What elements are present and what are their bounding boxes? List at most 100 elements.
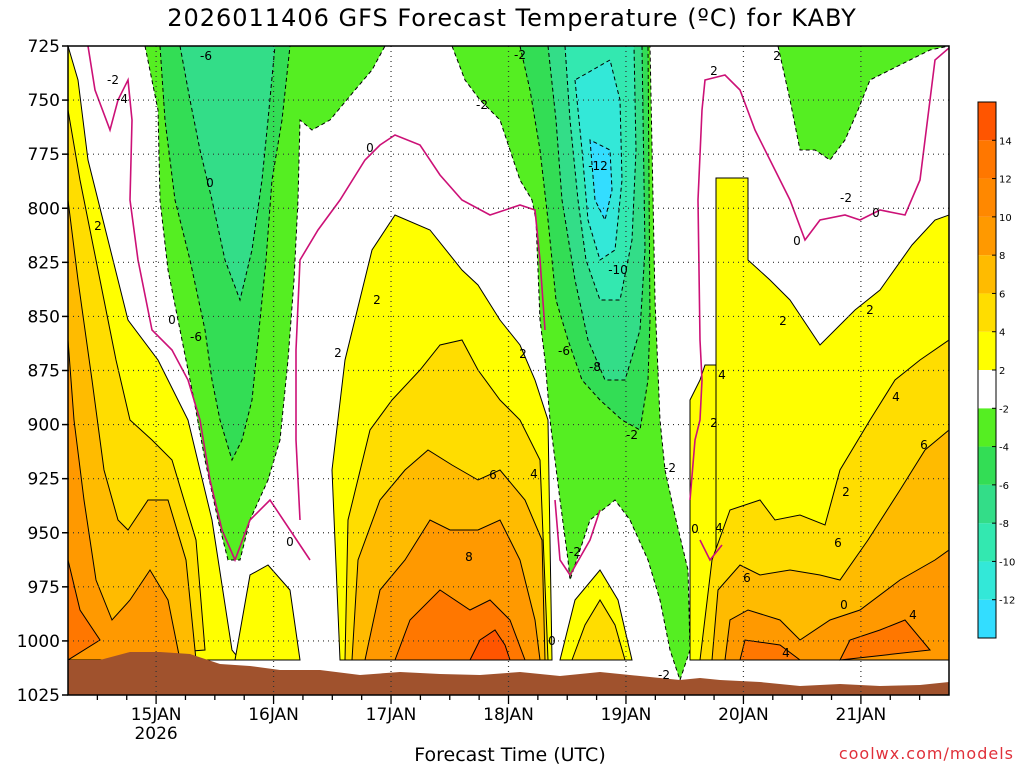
contour-label: 6 [920,438,928,452]
contour-label: 2 [710,64,718,78]
x-tick-label: 15JAN [131,705,182,725]
colorbar-label: 4 [999,328,1005,339]
y-tick-label: 850 [28,307,60,327]
x-axis-label: Forecast Time (UTC) [414,744,606,766]
y-tick-label: 900 [28,416,60,436]
contour-label: 0 [548,634,556,648]
contour-label: 4 [530,467,538,481]
contour-label: 0 [691,522,699,536]
x-tick-sublabel: 2026 [134,724,177,744]
colorbar-label: 10 [999,213,1012,224]
colorbar-label: 2 [999,366,1005,377]
colorbar-swatch [978,178,996,217]
colorbar-swatch [978,370,996,409]
contour-label: -4 [116,92,128,106]
credit-link[interactable]: coolwx.com/models [838,744,1014,763]
contour-label: 6 [743,571,751,585]
y-axis: 725 750 775 800 825 850 875 900 925 950 975 1000 102… [17,37,68,706]
contour-label: 2 [779,314,787,328]
contour-label: 4 [715,521,723,535]
colorbar-label: -2 [999,404,1009,415]
x-tick-label: 19JAN [601,705,652,725]
colorbar-label: 8 [999,251,1005,262]
colorbar-swatch [978,216,996,256]
colorbar-swatch [978,523,996,562]
y-tick-label: 800 [28,199,60,219]
contour-label: 2 [373,293,381,307]
colorbar-swatch [978,293,996,332]
colorbar-label: -12 [999,596,1015,607]
contour-label: 0 [168,313,176,327]
contour-label: 2 [773,49,781,63]
y-tick-label: 975 [28,578,60,598]
contour-label: -6 [558,344,570,358]
contour-label: 0 [206,176,214,190]
contour-label: 2 [842,485,850,499]
colorbar-label: 14 [999,136,1012,147]
contour-label: 2 [94,219,102,233]
y-tick-label: 1025 [17,686,60,706]
band-cyan [574,59,623,261]
contour-label: -12 [588,159,608,173]
contour-label: 0 [793,234,801,248]
colorbar-swatch [978,140,996,179]
colorbar-swatch [978,102,996,141]
contour-label: -2 [626,428,638,442]
y-tick-label: 1000 [17,632,60,652]
contour-label: -6 [190,330,202,344]
colorbar-swatch [978,408,996,447]
ground-surface [68,652,949,695]
contour-label: 4 [782,646,790,660]
x-tick-label: 21JAN [836,705,887,725]
contour-label: 2 [866,303,874,317]
contour-label: -8 [589,360,601,374]
contour-label: 4 [892,390,900,404]
contour-label: 4 [718,368,726,382]
y-tick-label: 925 [28,470,60,490]
contour-label: 0 [872,206,880,220]
band-deep-orange [68,559,931,661]
y-tick-label: 750 [28,91,60,111]
y-tick-label: 725 [28,37,60,57]
colorbar-label: -10 [999,557,1015,568]
colorbar-swatch [978,599,996,638]
contour-label: -2 [476,98,488,112]
chart-title: 2026011406 GFS Forecast Temperature (ºC)… [167,4,857,32]
contour-label: 2 [334,346,342,360]
contour-label: 2 [710,416,718,430]
colorbar-swatch [978,255,996,294]
colorbar-swatch [978,561,996,600]
colorbar-label: -4 [999,443,1009,454]
y-tick-label: 825 [28,253,60,273]
contour-label: -2 [514,48,526,62]
colorbar-label: -6 [999,481,1009,492]
contour-label: 0 [840,598,848,612]
x-tick-label: 18JAN [483,705,534,725]
y-tick-label: 875 [28,362,60,382]
x-tick-label: 20JAN [718,705,769,725]
contour-label: -2 [107,73,119,87]
contour-labels: -6 -4 0 2 -2 0 -2 2 2 -12 -10 2 -6 -8 -6 6 4 8 0 -2 0 4 -2 2 2 6 4… [94,48,928,682]
contour-label: 0 [286,535,294,549]
contour-label: 0 [366,141,374,155]
colorbar-swatch [978,331,996,370]
gridlines [68,46,949,695]
contour-label: 6 [834,536,842,550]
contour-label: 2 [519,347,527,361]
y-tick-label: 775 [28,145,60,165]
contour-label: -2 [664,461,676,475]
contour-label: -2 [658,668,670,682]
contour-label: -2 [840,191,852,205]
colorbar-label: 12 [999,175,1012,186]
x-tick-label: 16JAN [248,705,299,725]
colorbar: -12 -10 -8 -6 -4 -2 2 4 6 8 10 12 14 [977,101,1015,639]
contour-label: 4 [909,608,917,622]
contour-label: -10 [608,263,628,277]
colorbar-swatch [978,446,996,485]
colorbar-label: 6 [999,289,1005,300]
x-tick-label: 17JAN [366,705,417,725]
colorbar-swatch [978,484,996,524]
y-tick-label: 950 [28,524,60,544]
